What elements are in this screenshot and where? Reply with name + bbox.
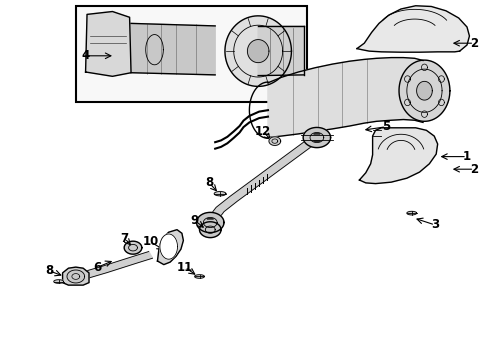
- Polygon shape: [359, 128, 437, 184]
- Polygon shape: [416, 81, 431, 100]
- Text: 4: 4: [81, 49, 89, 62]
- Text: 11: 11: [176, 261, 193, 274]
- Bar: [76, 6, 306, 102]
- Text: 2: 2: [469, 37, 477, 50]
- Polygon shape: [54, 280, 63, 283]
- Polygon shape: [303, 127, 330, 148]
- Polygon shape: [214, 192, 225, 196]
- Polygon shape: [199, 222, 221, 238]
- Text: 9: 9: [190, 214, 198, 227]
- Polygon shape: [194, 275, 204, 278]
- Polygon shape: [268, 137, 280, 145]
- Polygon shape: [67, 270, 84, 283]
- Polygon shape: [131, 23, 215, 75]
- Polygon shape: [224, 16, 291, 86]
- Text: 3: 3: [430, 219, 438, 231]
- Polygon shape: [160, 234, 177, 259]
- Polygon shape: [258, 26, 304, 76]
- Polygon shape: [267, 58, 422, 138]
- Polygon shape: [157, 230, 183, 265]
- Text: 2: 2: [469, 163, 477, 176]
- Text: 10: 10: [142, 235, 159, 248]
- Polygon shape: [145, 35, 163, 65]
- Text: 1: 1: [462, 150, 470, 163]
- Text: 5: 5: [382, 120, 389, 133]
- Polygon shape: [124, 241, 142, 254]
- Polygon shape: [356, 6, 468, 52]
- Polygon shape: [196, 212, 224, 233]
- Text: 8: 8: [205, 176, 213, 189]
- Polygon shape: [74, 252, 152, 281]
- Text: 7: 7: [121, 232, 128, 245]
- Polygon shape: [85, 12, 131, 76]
- Text: 12: 12: [254, 125, 271, 138]
- Polygon shape: [398, 60, 449, 121]
- Polygon shape: [205, 135, 320, 224]
- Polygon shape: [247, 40, 268, 63]
- Text: 8: 8: [45, 264, 53, 277]
- Text: 6: 6: [94, 261, 102, 274]
- Polygon shape: [406, 211, 416, 215]
- Polygon shape: [62, 267, 89, 285]
